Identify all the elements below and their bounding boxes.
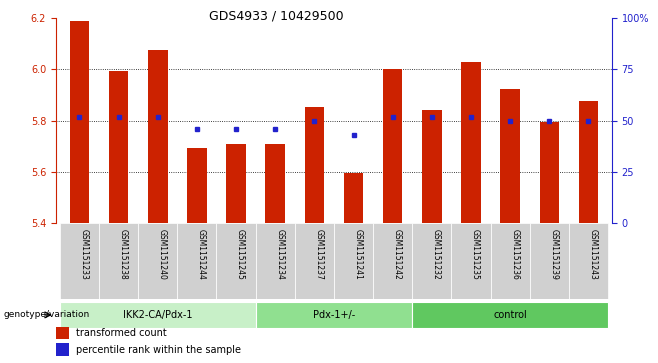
Bar	[216, 223, 255, 299]
Bar	[226, 144, 246, 223]
Bar	[530, 223, 569, 299]
Text: GSM1151234: GSM1151234	[275, 229, 284, 280]
Bar	[383, 69, 403, 223]
Bar	[56, 327, 69, 339]
Bar	[265, 144, 285, 223]
Bar	[148, 50, 168, 223]
Bar	[295, 223, 334, 299]
Text: GSM1151237: GSM1151237	[315, 229, 323, 280]
Bar	[578, 102, 598, 223]
Bar	[461, 62, 481, 223]
Bar	[60, 302, 255, 328]
Text: GSM1151245: GSM1151245	[236, 229, 245, 280]
Bar	[451, 223, 491, 299]
Text: GSM1151232: GSM1151232	[432, 229, 441, 280]
Text: transformed count: transformed count	[76, 328, 166, 338]
Text: GSM1151240: GSM1151240	[158, 229, 166, 280]
Text: GSM1151243: GSM1151243	[588, 229, 597, 280]
Text: GSM1151233: GSM1151233	[80, 229, 88, 280]
Text: IKK2-CA/Pdx-1: IKK2-CA/Pdx-1	[123, 310, 193, 320]
Text: genotype/variation: genotype/variation	[3, 310, 89, 319]
Text: GSM1151241: GSM1151241	[353, 229, 363, 280]
Bar	[491, 223, 530, 299]
Bar	[70, 21, 89, 223]
Bar	[138, 223, 177, 299]
Text: GSM1151236: GSM1151236	[510, 229, 519, 280]
Bar	[334, 223, 373, 299]
Text: GSM1151238: GSM1151238	[118, 229, 128, 280]
Text: percentile rank within the sample: percentile rank within the sample	[76, 344, 241, 355]
Bar	[177, 223, 216, 299]
Bar	[569, 223, 608, 299]
Bar	[343, 173, 363, 223]
Bar	[422, 110, 442, 223]
Bar	[109, 71, 128, 223]
Bar	[255, 302, 413, 328]
Bar	[500, 89, 520, 223]
Text: GSM1151239: GSM1151239	[549, 229, 558, 280]
Text: GSM1151242: GSM1151242	[393, 229, 401, 280]
Bar	[413, 302, 608, 328]
Text: Pdx-1+/-: Pdx-1+/-	[313, 310, 355, 320]
Bar	[99, 223, 138, 299]
Bar	[187, 148, 207, 223]
Bar	[540, 122, 559, 223]
Bar	[56, 343, 69, 356]
Bar	[373, 223, 413, 299]
Bar	[413, 223, 451, 299]
Text: GDS4933 / 10429500: GDS4933 / 10429500	[209, 9, 343, 22]
Bar	[255, 223, 295, 299]
Text: control: control	[494, 310, 527, 320]
Text: GSM1151244: GSM1151244	[197, 229, 206, 280]
Bar	[60, 223, 99, 299]
Bar	[305, 107, 324, 223]
Text: GSM1151235: GSM1151235	[471, 229, 480, 280]
